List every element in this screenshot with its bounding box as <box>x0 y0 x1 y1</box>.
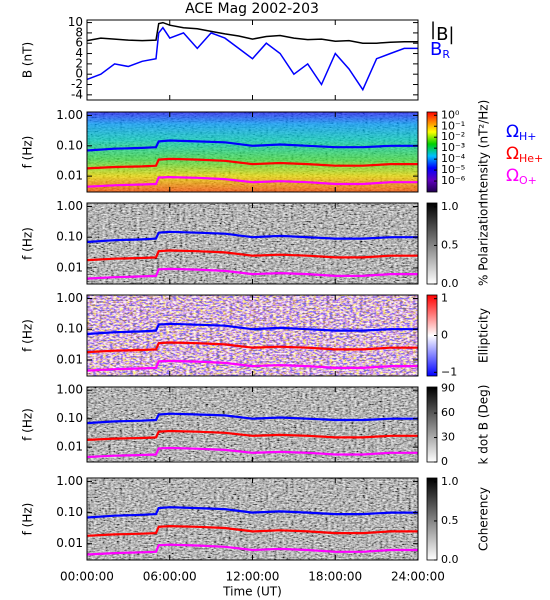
y-tick-label: 0.01 <box>56 169 83 183</box>
y-tick-label: 0 <box>75 67 83 81</box>
colorbar <box>426 202 438 285</box>
y-tick-label: -2 <box>71 77 83 91</box>
x-tick-label: 18:00:00 <box>308 570 362 584</box>
colorbar-tick-label: 0.0 <box>441 277 459 290</box>
plot-frame <box>86 19 419 101</box>
colorbar-tick-label: 1 <box>441 292 448 305</box>
legend-entry: ΩO+ <box>506 166 537 187</box>
y-tick-label: 6 <box>75 36 83 50</box>
y-axis-label: B (nT) <box>21 42 35 78</box>
legend-entry: ΩH+ <box>506 122 537 143</box>
spectrogram-texture <box>87 112 418 192</box>
spectrogram-texture <box>87 478 418 560</box>
y-tick-label: 0.01 <box>56 352 83 366</box>
colorbar-tick-label: 10⁻⁴ <box>441 152 466 165</box>
legend-entry: BR <box>430 39 450 61</box>
colorbar-tick-label: 10⁻² <box>441 130 465 143</box>
chart-title: ACE Mag 2002-203 <box>185 1 319 17</box>
colorbar-label: % Polarization <box>477 201 491 286</box>
y-tick-label: 1.00 <box>56 474 83 488</box>
series-line <box>86 412 418 425</box>
y-tick-label: 1.00 <box>56 383 83 397</box>
colorbar <box>426 386 438 463</box>
series-line <box>86 359 418 372</box>
y-tick-label: 0.01 <box>56 260 83 274</box>
colorbar-label: Coherency <box>477 487 491 551</box>
colorbar-tick-label: 10⁻¹ <box>441 119 465 132</box>
y-axis-label: f (Hz) <box>21 503 35 536</box>
series-line <box>86 506 418 519</box>
series-line <box>86 524 418 537</box>
y-tick-label: 0.10 <box>56 230 83 244</box>
y-tick-label: 0.10 <box>56 138 83 152</box>
series-line <box>86 341 418 354</box>
y-axis-label: f (Hz) <box>21 408 35 441</box>
colorbar-tick-label: 10⁻⁶ <box>441 174 466 187</box>
colorbar-tick-label: 0.5 <box>441 238 459 251</box>
y-tick-label: 0.01 <box>56 440 83 454</box>
x-tick-label: 06:00:00 <box>143 570 197 584</box>
y-tick-label: 0.10 <box>56 411 83 425</box>
y-axis-label: f (Hz) <box>21 136 35 169</box>
series-line <box>86 230 418 244</box>
colorbar-tick-label: 0 <box>441 455 448 468</box>
series-line <box>86 249 418 262</box>
x-tick-label: 24:00:00 <box>391 570 445 584</box>
colorbar-tick-label: 10⁰ <box>441 108 460 121</box>
colorbar-label: Ellipticity <box>477 308 491 363</box>
legend-entry: |B| <box>430 19 455 45</box>
series-line <box>86 543 418 556</box>
colorbar-label: Intensity (nT²/Hz) <box>477 100 491 205</box>
series-line <box>86 21 418 44</box>
colorbar-tick-label: 60 <box>441 406 455 419</box>
y-tick-label: 4 <box>75 46 83 60</box>
colorbar-tick-label: 1.0 <box>441 200 459 213</box>
x-tick-label: 12:00:00 <box>226 570 280 584</box>
colorbar-tick-label: 30 <box>441 431 455 444</box>
y-tick-label: 8 <box>75 25 83 39</box>
y-tick-label: -4 <box>71 87 83 101</box>
x-tick-label: 00:00:00 <box>60 570 114 584</box>
colorbar-tick-label: 0 <box>441 329 448 342</box>
colorbar-tick-label: 1.0 <box>441 475 459 488</box>
y-tick-label: 10 <box>68 15 83 29</box>
y-tick-label: 1.00 <box>56 108 83 122</box>
colorbar-tick-label: 0.5 <box>441 514 459 527</box>
series-line <box>86 139 418 152</box>
colorbar-tick-label: 0.0 <box>441 553 459 566</box>
series-line <box>86 267 418 280</box>
series-line <box>86 175 418 188</box>
y-tick-label: 1.00 <box>56 199 83 213</box>
y-tick-label: 0.01 <box>56 536 83 550</box>
x-axis-label: Time (UT) <box>222 585 282 599</box>
series-line <box>86 446 418 459</box>
y-tick-label: 0.10 <box>56 322 83 336</box>
spectrogram-texture <box>87 387 418 462</box>
y-tick-label: 1.00 <box>56 291 83 305</box>
y-axis-label: f (Hz) <box>21 227 35 260</box>
colorbar <box>426 477 438 561</box>
colorbar <box>426 111 438 193</box>
y-tick-label: 2 <box>75 56 83 70</box>
series-line <box>86 26 418 92</box>
colorbar-tick-label: −1 <box>441 365 457 378</box>
spectrogram-texture <box>87 295 418 376</box>
legend-entry: ΩHe+ <box>506 144 543 165</box>
colorbar-label: k dot B (Deg) <box>477 385 491 465</box>
y-axis-label: f (Hz) <box>21 319 35 352</box>
series-line <box>86 429 418 441</box>
series-line <box>86 157 418 170</box>
y-tick-label: 0.10 <box>56 505 83 519</box>
colorbar-tick-label: 10⁻⁵ <box>441 163 465 176</box>
spectrogram-texture <box>87 203 418 284</box>
series-line <box>86 322 418 336</box>
colorbar-tick-label: 10⁻³ <box>441 141 465 154</box>
colorbar-tick-label: 90 <box>441 382 455 395</box>
